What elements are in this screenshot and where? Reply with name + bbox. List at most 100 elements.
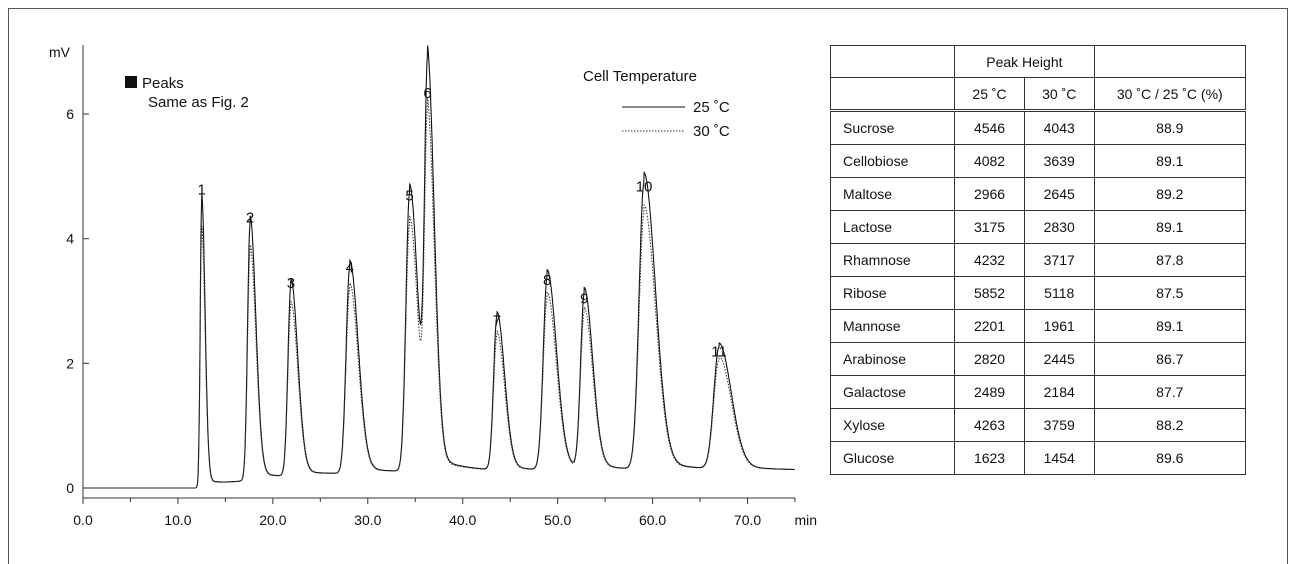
sugar-name-cell: Mannose: [829, 309, 956, 343]
height-30-cell: 2830: [1023, 210, 1095, 244]
col-ratio-header: 30 ˚C / 25 ˚C (%): [1093, 77, 1247, 112]
x-tick-label: 50.0: [544, 512, 571, 528]
sugar-name-cell: Lactose: [829, 210, 956, 244]
sugar-name-cell: Xylose: [829, 408, 956, 442]
table-corner-cell: [829, 45, 956, 78]
peak-label: 5: [405, 188, 413, 205]
table-row: Galactose 2489 2184 87.7: [829, 375, 1247, 409]
x-tick-label: 10.0: [164, 512, 191, 528]
x-tick-label: 0.0: [73, 512, 93, 528]
peaks-square-icon: [125, 76, 137, 88]
figure-frame: [8, 8, 1288, 564]
y-tick-label: 0: [66, 480, 74, 496]
height-25-cell: 2201: [954, 309, 1025, 343]
height-30-cell: 3759: [1023, 408, 1095, 442]
peak-label: 3: [287, 275, 295, 292]
peak-label: 10: [636, 178, 653, 195]
annotation-title: Peaks: [142, 75, 184, 92]
peak-label: 11: [711, 343, 727, 360]
peak-labels: 1 2 3 4 5 6 7 8 9 10 11: [197, 85, 726, 361]
ratio-cell: 87.5: [1093, 276, 1247, 310]
table-row: Rhamnose 4232 3717 87.8: [829, 243, 1247, 277]
ratio-cell: 89.1: [1093, 210, 1247, 244]
legend-label-25: 25 ˚C: [693, 99, 730, 116]
peak-label: 7: [493, 312, 501, 329]
table-subheader-blank: [829, 77, 956, 112]
table-row: Xylose 4263 3759 88.2: [829, 408, 1247, 442]
ratio-cell: 89.1: [1093, 309, 1247, 343]
sugar-name-cell: Arabinose: [829, 342, 956, 376]
height-25-cell: 5852: [954, 276, 1025, 310]
peak-label: 6: [423, 85, 431, 102]
peak-label: 1: [197, 181, 205, 198]
height-25-cell: 1623: [954, 441, 1025, 475]
y-tick-label: 4: [66, 231, 74, 247]
height-25-cell: 4263: [954, 408, 1025, 442]
height-25-cell: 4082: [954, 144, 1025, 178]
trace-30: [83, 97, 795, 489]
sugar-name-cell: Ribose: [829, 276, 956, 310]
ratio-cell: 87.8: [1093, 243, 1247, 277]
col-30-header: 30 ˚C: [1023, 77, 1095, 112]
ratio-cell: 87.7: [1093, 375, 1247, 409]
height-30-cell: 2645: [1023, 177, 1095, 211]
height-30-cell: 4043: [1023, 110, 1095, 145]
legend-label-30: 30 ˚C: [693, 123, 730, 140]
sugar-name-cell: Sucrose: [829, 110, 956, 145]
table-row: Glucose 1623 1454 89.6: [829, 441, 1247, 475]
x-tick-label: 20.0: [259, 512, 286, 528]
height-30-cell: 2184: [1023, 375, 1095, 409]
table-row: Arabinose 2820 2445 86.7: [829, 342, 1247, 376]
peak-label: 4: [346, 259, 354, 276]
table-row: Cellobiose 4082 3639 89.1: [829, 144, 1247, 178]
chart-annotation: Peaks Same as Fig. 2: [125, 75, 249, 111]
height-30-cell: 2445: [1023, 342, 1095, 376]
height-30-cell: 1961: [1023, 309, 1095, 343]
table-row: Lactose 3175 2830 89.1: [829, 210, 1247, 244]
ratio-cell: 89.1: [1093, 144, 1247, 178]
peak-label: 2: [246, 209, 254, 226]
height-25-cell: 2966: [954, 177, 1025, 211]
x-tick-label: 70.0: [734, 512, 761, 528]
y-tick-label: 2: [66, 355, 74, 371]
ratio-cell: 88.9: [1093, 110, 1247, 145]
x-tick-label: 30.0: [354, 512, 381, 528]
height-25-cell: 4232: [954, 243, 1025, 277]
col-25-header: 25 ˚C: [954, 77, 1025, 112]
table-header-row: Peak Height: [829, 45, 1247, 78]
ratio-cell: 89.2: [1093, 177, 1247, 211]
table-row: Mannose 2201 1961 89.1: [829, 309, 1247, 343]
x-tick-label: 40.0: [449, 512, 476, 528]
peak-height-header: Peak Height: [954, 45, 1095, 78]
y-axis-label: mV: [49, 44, 71, 60]
sugar-name-cell: Galactose: [829, 375, 956, 409]
x-tick-label: 60.0: [639, 512, 666, 528]
table-row: Maltose 2966 2645 89.2: [829, 177, 1247, 211]
legend-title: Cell Temperature: [583, 68, 697, 85]
height-25-cell: 2820: [954, 342, 1025, 376]
sugar-name-cell: Glucose: [829, 441, 956, 475]
height-30-cell: 3639: [1023, 144, 1095, 178]
chart-traces: [83, 45, 795, 489]
ratio-cell: 86.7: [1093, 342, 1247, 376]
table-row: Sucrose 4546 4043 88.9: [829, 110, 1247, 145]
height-25-cell: 4546: [954, 110, 1025, 145]
ratio-cell: 89.6: [1093, 441, 1247, 475]
trace-25: [83, 45, 795, 489]
height-25-cell: 3175: [954, 210, 1025, 244]
peak-label: 8: [543, 272, 551, 289]
height-30-cell: 5118: [1023, 276, 1095, 310]
table-row: Ribose 5852 5118 87.5: [829, 276, 1247, 310]
sugar-name-cell: Rhamnose: [829, 243, 956, 277]
height-30-cell: 3717: [1023, 243, 1095, 277]
height-25-cell: 2489: [954, 375, 1025, 409]
annotation-text: Same as Fig. 2: [148, 94, 249, 111]
chart-legend: Cell Temperature 25 ˚C 30 ˚C: [583, 68, 730, 140]
table-subheader-row: 25 ˚C 30 ˚C 30 ˚C / 25 ˚C (%): [829, 77, 1247, 112]
y-tick-label: 6: [66, 106, 74, 122]
sugar-name-cell: Cellobiose: [829, 144, 956, 178]
table-body: Sucrose 4546 4043 88.9 Cellobiose 4082 3639 89.…: [829, 110, 1247, 475]
height-30-cell: 1454: [1023, 441, 1095, 475]
